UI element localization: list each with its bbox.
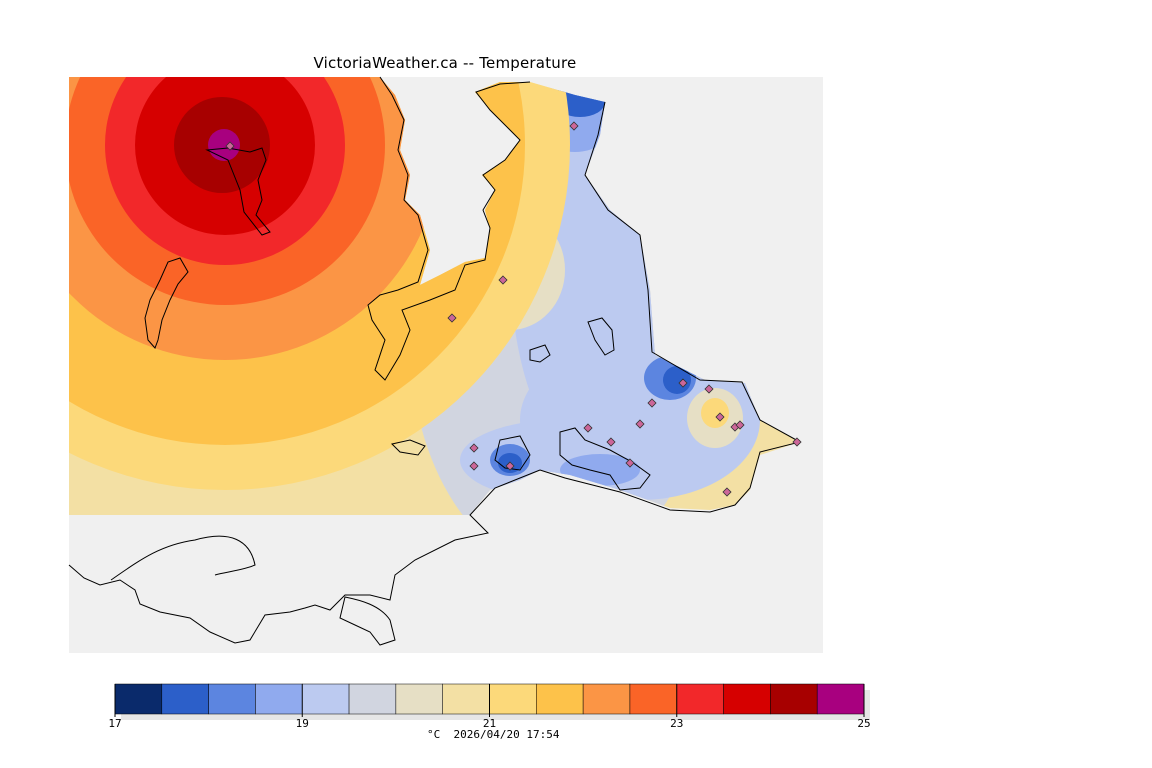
station-markers — [225, 121, 802, 497]
weather-station-marker[interactable] — [625, 458, 635, 468]
legend-swatch — [723, 683, 771, 715]
weather-station-marker[interactable] — [647, 398, 657, 408]
weather-station-marker[interactable] — [505, 461, 515, 471]
legend-swatch — [536, 683, 584, 715]
weather-station-marker[interactable] — [715, 412, 725, 422]
weather-station-marker[interactable] — [225, 141, 235, 151]
weather-station-marker[interactable] — [735, 420, 745, 430]
weather-station-marker[interactable] — [704, 384, 714, 394]
weather-station-marker[interactable] — [678, 378, 688, 388]
weather-station-marker[interactable] — [447, 313, 457, 323]
legend-tick-label: 25 — [857, 717, 871, 730]
legend-swatch — [816, 683, 865, 715]
coastline — [68, 76, 802, 646]
legend-swatch — [442, 683, 490, 715]
map-title: VictoriaWeather.ca -- Temperature — [313, 54, 577, 72]
legend-units-timestamp: °C 2026/04/20 17:54 — [427, 728, 560, 741]
legend-tick-label: 19 — [295, 717, 309, 730]
weather-station-marker[interactable] — [498, 275, 508, 285]
weather-station-marker[interactable] — [722, 487, 732, 497]
weather-station-marker[interactable] — [469, 443, 479, 453]
legend-swatch — [114, 683, 163, 715]
legend-swatch — [348, 683, 397, 715]
legend-swatch — [208, 683, 256, 715]
legend-swatch — [489, 683, 537, 715]
legend-swatch — [676, 683, 724, 715]
weather-station-marker[interactable] — [583, 423, 593, 433]
legend-swatch — [582, 683, 631, 715]
weather-station-marker[interactable] — [792, 437, 802, 447]
weather-station-marker[interactable] — [569, 121, 579, 131]
legend-swatch — [629, 683, 677, 715]
legend-swatch — [302, 683, 350, 715]
legend-tick-label: 21 — [482, 717, 497, 730]
legend-tick-label: 23 — [670, 717, 684, 730]
weather-station-marker[interactable] — [469, 461, 479, 471]
legend-swatch — [395, 683, 443, 715]
weather-station-marker[interactable] — [635, 419, 645, 429]
legend-swatch — [161, 683, 209, 715]
weather-station-marker[interactable] — [606, 437, 616, 447]
legend-swatch — [255, 683, 303, 715]
legend-swatch — [770, 683, 818, 715]
legend-tick-label: 17 — [108, 717, 122, 730]
